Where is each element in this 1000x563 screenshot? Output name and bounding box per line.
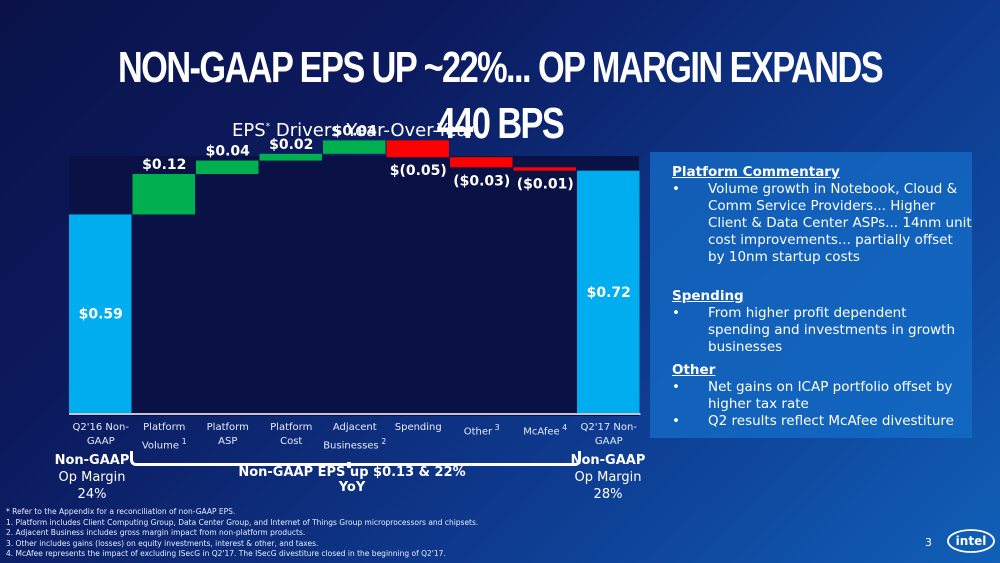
bullet: • From higher profit dependent spending a… (672, 305, 956, 355)
data-label: $0.02 (269, 137, 313, 153)
bar-adjacent-businesses (323, 140, 386, 154)
x-tick-label: Adjacent Businesses 2 (323, 422, 387, 452)
data-label: $(0.05) (390, 163, 447, 179)
bar-platform-cost (259, 153, 322, 161)
platform-commentary-section: Platform Commentary • Volume growth in No… (672, 164, 972, 265)
left-op-margin: Non-GAAP Op Margin 24% (54, 453, 130, 502)
x-tick-label: McAfee 4 (523, 423, 568, 438)
svg-text:intel: intel (956, 534, 987, 548)
bullet: • Net gains on ICAP portfolio offset by h… (672, 379, 953, 412)
chart-title: EPS* Drivers Year-Over-Year (232, 120, 475, 141)
bracket-tick (347, 462, 351, 468)
bar-platform-asp (196, 160, 259, 175)
page-number: 3 (925, 536, 932, 549)
bar-other (450, 157, 513, 168)
footnotes: * Refer to the Appendix for a reconcilia… (6, 507, 479, 558)
bracket-label: Non-GAAP EPS up $0.13 & 22% YoY (238, 465, 466, 495)
bar-spending (386, 140, 449, 158)
bullet: • Q2 results reflect McAfee divestiture (672, 413, 954, 429)
data-label: ($0.03) (453, 173, 510, 189)
data-label: $0.04 (333, 123, 378, 139)
data-label: $0.04 (206, 144, 251, 160)
bar-mcafee (513, 167, 576, 171)
x-tick-label: Platform Volume 1 (141, 422, 187, 452)
x-tick-label: Q2'17 Non- GAAP (580, 422, 637, 447)
x-tick-label: Spending (394, 422, 442, 433)
commentary-panel: Platform Commentary • Volume growth in No… (650, 152, 972, 438)
other-section: Other • Net gains on ICAP portfolio offse… (672, 362, 972, 430)
bar-platform-volume (132, 174, 195, 215)
bar-q2-16-non-gaap (69, 214, 132, 413)
x-tick-label: Other 3 (463, 423, 500, 438)
x-tick-label: Platform ASP (206, 422, 249, 447)
intel-logo-icon: intel (947, 529, 995, 553)
x-tick-label: Q2'16 Non- GAAP (72, 422, 129, 447)
data-label: ($0.01) (517, 177, 574, 193)
slide-title: NON-GAAP EPS UP ~22%... OP MARGIN EXPAND… (117, 43, 884, 148)
bullet: • Volume growth in Notebook, Cloud & Comm… (672, 181, 972, 265)
bar-q2-17-non-gaap (577, 170, 640, 413)
right-op-margin: Non-GAAP Op Margin 28% (570, 453, 646, 502)
data-label: $0.12 (142, 157, 186, 173)
data-label: $0.59 (79, 307, 123, 323)
spending-section: Spending • From higher profit dependent s… (672, 288, 972, 356)
bracket (130, 451, 581, 466)
data-label: $0.72 (587, 285, 631, 301)
x-tick-label: Platform Cost (270, 422, 313, 447)
